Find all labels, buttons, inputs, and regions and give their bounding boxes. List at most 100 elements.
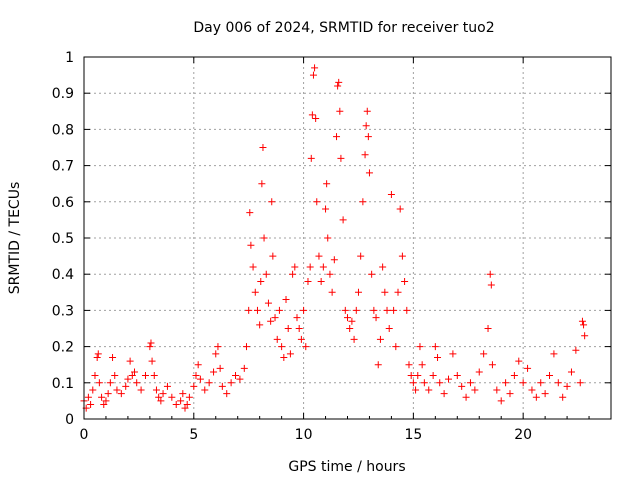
data-point (157, 397, 165, 405)
data-point (567, 368, 575, 376)
data-point (278, 343, 286, 351)
data-point (304, 277, 312, 285)
data-point (232, 372, 240, 380)
data-point (346, 325, 354, 332)
data-point (210, 368, 218, 376)
data-point (330, 256, 338, 264)
data-point (308, 111, 316, 119)
data-point (152, 386, 160, 394)
data-point (381, 288, 389, 296)
data-point (259, 144, 267, 151)
x-tick-label: 10 (295, 427, 313, 443)
data-point (194, 361, 202, 369)
data-point (315, 252, 323, 260)
data-point (126, 357, 134, 365)
data-point (326, 270, 334, 278)
data-point (91, 372, 99, 380)
data-point (201, 386, 209, 394)
data-point (379, 263, 387, 271)
data-point (131, 368, 139, 376)
data-point (453, 372, 461, 380)
data-point (306, 263, 314, 271)
x-tick-label: 0 (80, 427, 89, 443)
data-point (445, 375, 453, 383)
data-point (510, 372, 518, 380)
data-point (216, 364, 224, 372)
data-point (137, 386, 145, 394)
data-point (488, 361, 496, 369)
data-point (183, 401, 191, 409)
data-point (403, 306, 411, 314)
data-point (515, 357, 523, 365)
data-point (363, 107, 371, 115)
data-point (98, 393, 106, 401)
data-point (100, 401, 108, 409)
x-tick-label: 5 (189, 427, 198, 443)
data-point (572, 346, 580, 354)
data-point (286, 350, 294, 358)
data-point (93, 353, 101, 361)
data-point (336, 107, 344, 115)
data-point (196, 375, 204, 383)
data-point (559, 393, 567, 401)
data-point (550, 350, 558, 358)
data-point (117, 390, 125, 398)
data-point (242, 343, 250, 351)
data-point (354, 288, 362, 296)
data-point (282, 296, 290, 304)
data-point (334, 82, 342, 90)
data-point (348, 317, 356, 325)
data-point (436, 379, 444, 387)
data-point (284, 325, 292, 332)
axis-ticks: 00.10.20.30.40.50.60.70.80.910 5 10 15 20 (52, 50, 612, 443)
data-point (580, 321, 588, 329)
data-point (146, 343, 154, 351)
data-point (214, 343, 222, 351)
data-point (113, 386, 121, 394)
data-point (387, 191, 395, 199)
y-axis-title: SRMTID / TECUs (7, 182, 23, 295)
data-point (398, 252, 406, 260)
data-point (109, 353, 117, 361)
plot-frame (83, 56, 612, 420)
data-point (192, 372, 200, 380)
data-point (240, 364, 248, 372)
y-tick-label: 0 (65, 412, 74, 428)
data-point (407, 372, 415, 380)
data-point (251, 288, 259, 296)
data-point (257, 277, 265, 285)
data-point (148, 357, 156, 365)
data-point (312, 115, 320, 123)
y-tick-label: 0.7 (52, 159, 74, 175)
data-point (416, 343, 424, 351)
data-point (471, 386, 479, 394)
y-tick-label: 0.4 (52, 267, 74, 283)
x-axis-title: GPS time / hours (288, 459, 405, 475)
data-point (475, 368, 483, 376)
data-point (546, 372, 554, 380)
data-point (431, 343, 439, 351)
data-point (383, 306, 391, 314)
data-point (394, 288, 402, 296)
data-point (236, 375, 244, 383)
data-point (155, 393, 163, 401)
gridlines (84, 57, 611, 419)
data-point (493, 386, 501, 394)
x-tick-label: 15 (404, 427, 422, 443)
data-point (271, 314, 279, 322)
data-point (368, 270, 376, 278)
data-point (264, 299, 272, 307)
data-point (541, 390, 549, 398)
data-point (89, 386, 97, 394)
y-tick-label: 0.8 (52, 122, 74, 138)
data-point (297, 335, 305, 343)
data-point (319, 263, 327, 271)
data-point (190, 382, 198, 390)
data-point (111, 372, 119, 380)
data-point (339, 216, 347, 224)
data-point (414, 372, 422, 380)
y-tick-label: 0.6 (52, 195, 74, 211)
y-tick-label: 0.9 (52, 86, 74, 102)
data-point (268, 198, 276, 206)
